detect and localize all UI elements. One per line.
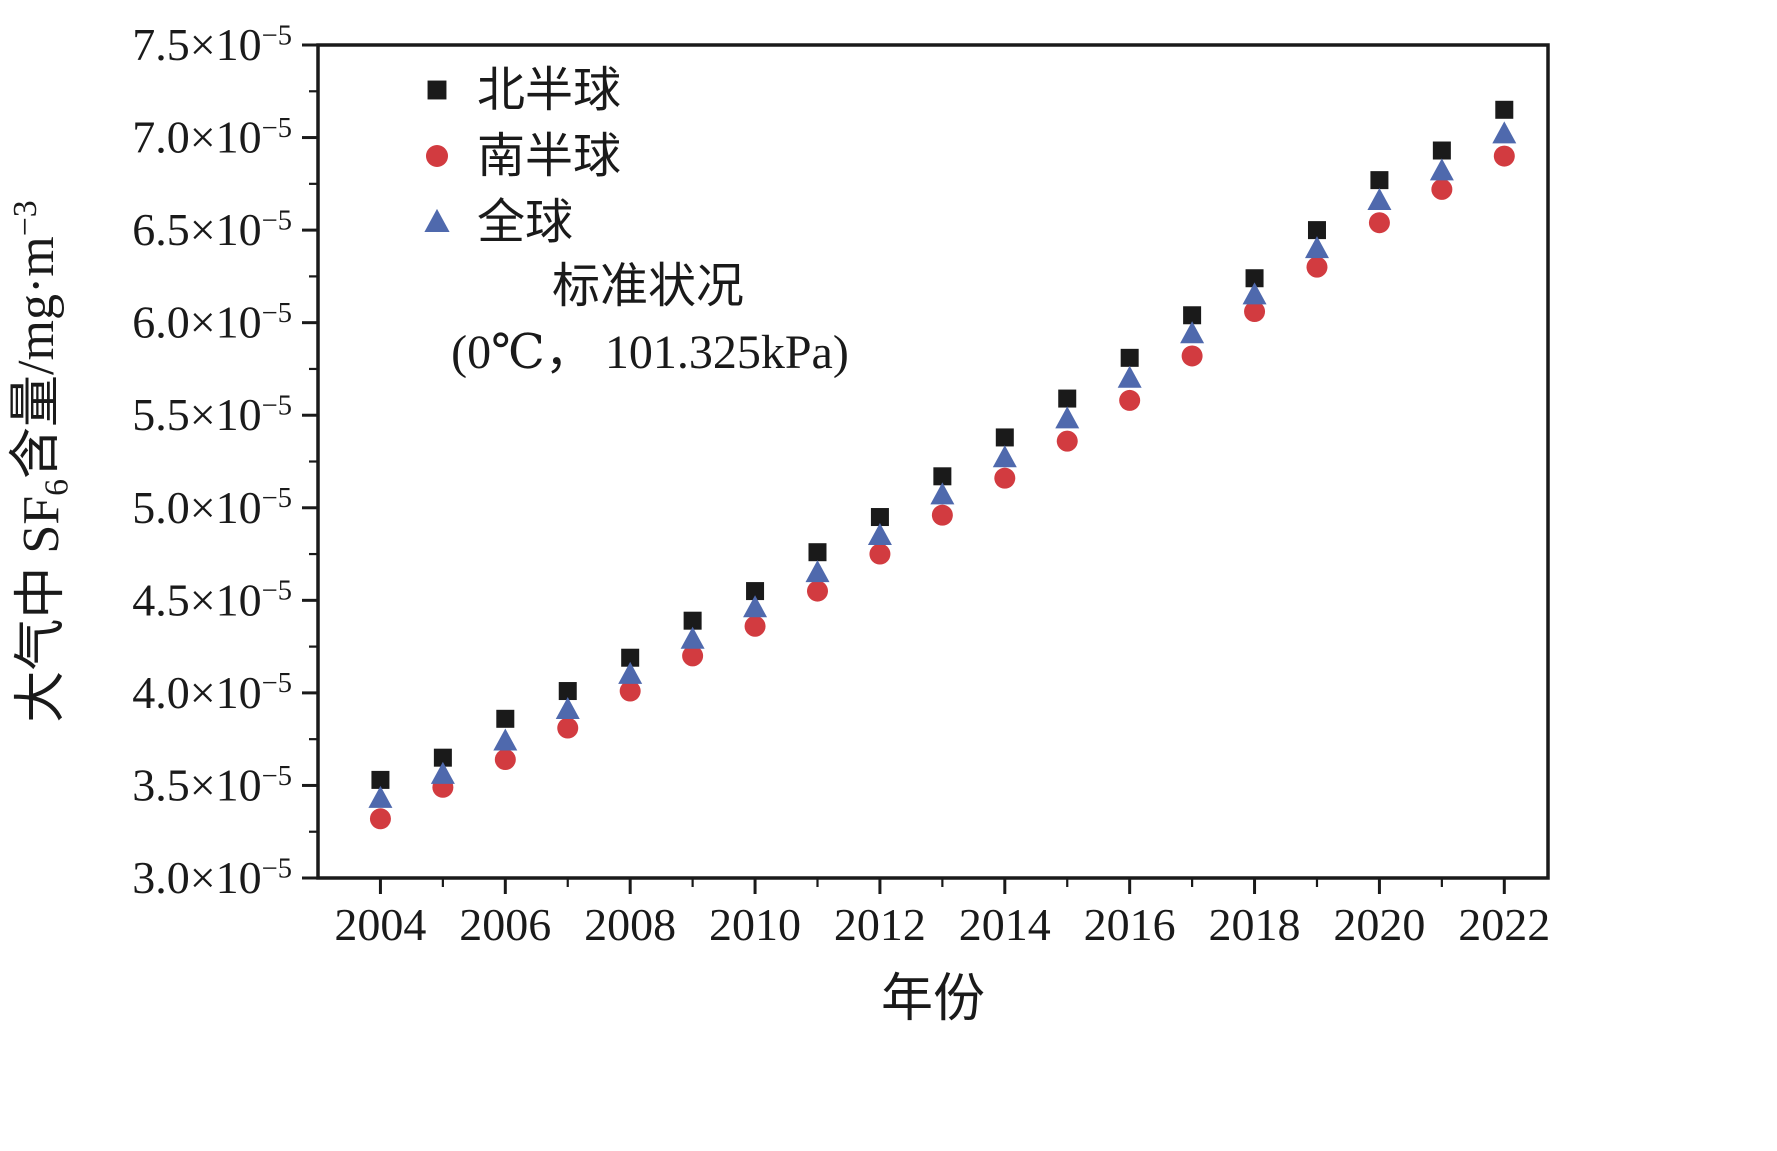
data-point-square [746,582,765,601]
legend-label: 全球 [477,196,573,249]
legend-label: 北半球 [477,64,621,117]
data-point-square [1495,100,1514,119]
data-point-triangle [992,445,1017,468]
data-point-triangle [430,761,455,784]
data-point-triangle [805,560,830,583]
data-point-circle [806,580,828,602]
data-point-circle [619,680,641,702]
annotation-values: (0℃， 101.325kPa) [451,326,849,379]
data-point-circle [869,543,891,565]
x-tick-label: 2008 [584,899,676,950]
y-ticks [302,43,318,880]
data-point-square [427,80,447,100]
data-point-triangle [1055,406,1080,429]
data-point-triangle [867,523,892,546]
data-point-triangle [618,661,643,684]
x-tick-label: 2016 [1084,899,1176,950]
data-point-circle [1368,212,1390,234]
x-tick-label: 2014 [959,899,1051,950]
data-point-square [933,467,952,486]
data-point-triangle [1304,236,1329,259]
y-tick-label: 6.5×10−5 [132,204,292,255]
y-axis-title: 大气中 SF6含量/mg·m−3 [7,200,75,722]
data-point-triangle [1242,282,1267,305]
data-point-circle [1306,256,1328,278]
data-point-circle [369,808,391,830]
data-point-triangle [680,626,705,649]
data-point-square [1432,141,1451,160]
data-point-circle [557,717,579,739]
data-point-circle [1181,345,1203,367]
data-point-triangle [1367,187,1392,210]
x-tick-label: 2018 [1209,899,1301,950]
x-tick-label: 2022 [1458,899,1550,950]
data-point-circle [1431,178,1453,200]
data-point-triangle [1180,321,1205,344]
data-point-square [1183,306,1202,325]
data-point-triangle [743,595,768,618]
y-tick-label: 7.5×10−5 [132,19,292,70]
data-point-circle [994,467,1016,489]
y-tick-label: 4.0×10−5 [132,667,292,718]
data-point-square [371,770,390,789]
legend-label: 南半球 [477,130,621,183]
data-point-square [683,611,702,630]
x-axis-title: 年份 [881,971,985,1028]
series-square [371,100,1514,789]
data-point-circle [1493,145,1515,167]
data-point-square [1058,389,1077,408]
data-point-square [995,428,1014,447]
data-point-circle [744,615,766,637]
data-point-circle [1244,301,1266,323]
data-point-circle [682,645,704,667]
data-point-square [1120,348,1139,367]
data-point-circle [425,144,449,168]
data-point-square [558,682,577,701]
y-tick-label: 5.5×10−5 [132,389,292,440]
data-point-square [1307,221,1326,240]
data-point-triangle [493,728,518,751]
y-tick-label: 5.0×10−5 [132,482,292,533]
data-point-triangle [1429,158,1454,181]
data-point-circle [1056,430,1078,452]
data-point-square [1245,269,1264,288]
data-point-square [808,543,827,562]
data-point-circle [931,504,953,526]
data-point-square [621,648,640,667]
data-point-circle [1119,389,1141,411]
x-ticks [378,878,1506,894]
data-point-triangle [555,697,580,720]
data-point-square [433,748,452,767]
y-tick-label: 3.0×10−5 [132,852,292,903]
annotation-condition: 标准状况 [552,260,744,313]
data-point-triangle [424,208,450,232]
x-tick-label: 2004 [334,899,426,950]
x-tick-label: 2006 [459,899,551,950]
data-point-triangle [368,785,393,808]
y-tick-label: 3.5×10−5 [132,759,292,810]
y-tick-label: 6.0×10−5 [132,297,292,348]
x-tick-label: 2012 [834,899,926,950]
data-point-triangle [1117,365,1142,388]
data-point-triangle [1492,121,1517,144]
data-point-square [496,709,515,728]
x-tick-label: 2010 [709,899,801,950]
data-point-square [870,508,889,527]
y-tick-label: 4.5×10−5 [132,574,292,625]
series-triangle [368,121,1517,808]
x-tick-label: 2020 [1333,899,1425,950]
data-point-circle [494,749,516,771]
data-point-square [1370,171,1389,190]
data-point-triangle [930,482,955,505]
y-tick-label: 7.0×10−5 [132,112,292,163]
